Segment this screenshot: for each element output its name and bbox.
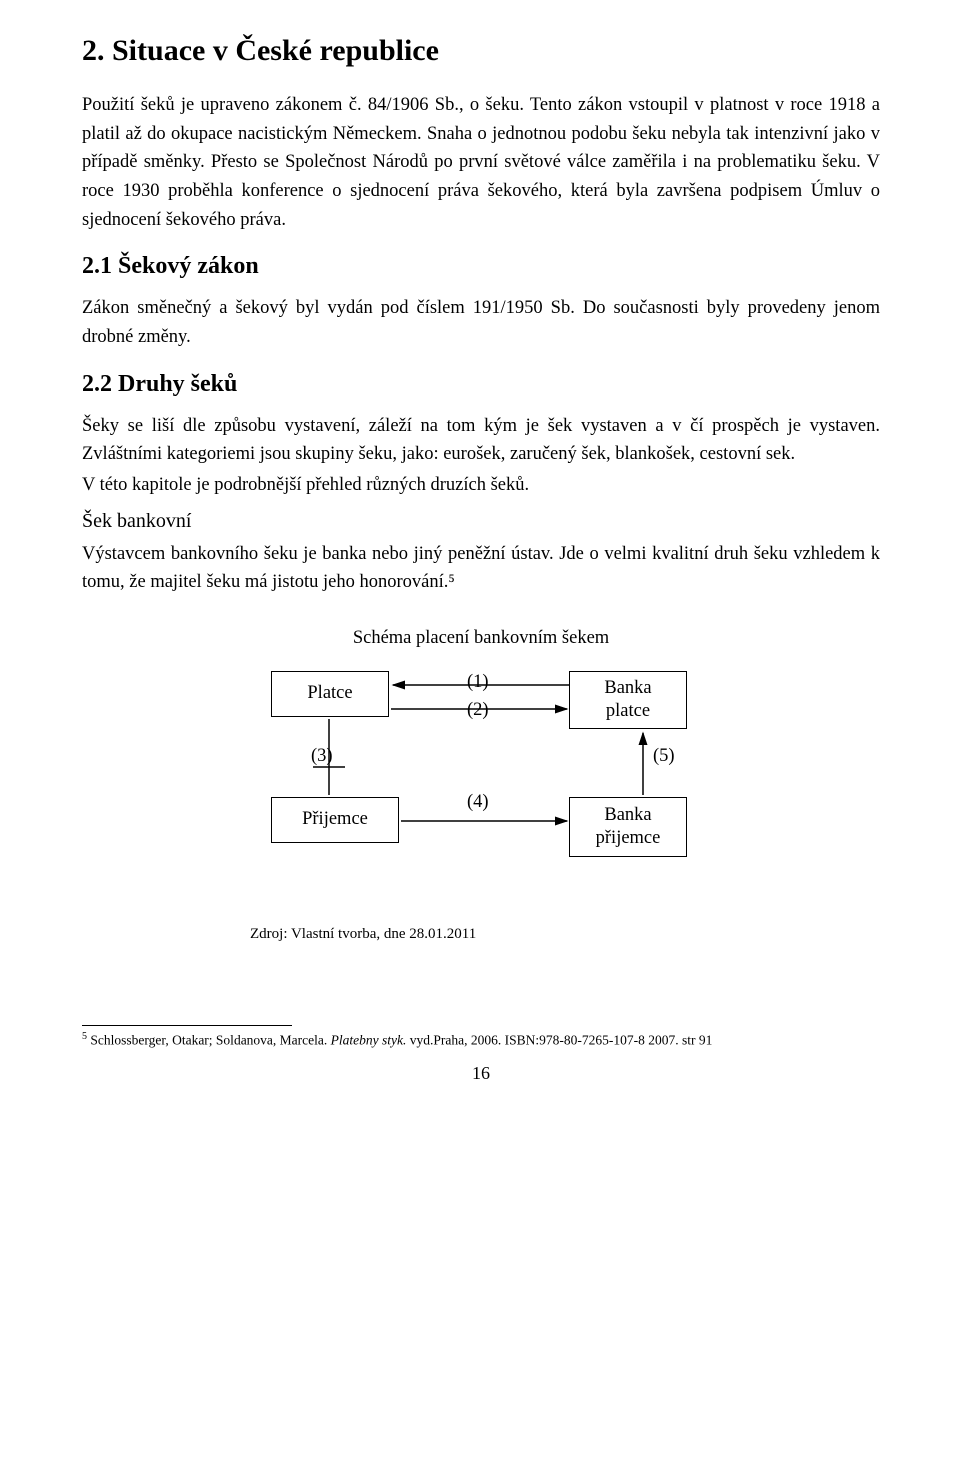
subsection-2-2-para-2: V této kapitole je podrobnější přehled r…: [82, 471, 880, 500]
subsection-2-2-title: 2.2 Druhy šeků: [82, 366, 880, 402]
subsection-2-1-para: Zákon směnečný a šekový byl vydán pod čí…: [82, 294, 880, 351]
section-title: 2. Situace v České republice: [82, 28, 880, 73]
subsection-2-1-title: 2.1 Šekový zákon: [82, 248, 880, 284]
page-number: 16: [82, 1060, 880, 1087]
diagram-arrows: [251, 671, 711, 901]
footnote-text-pre: Schlossberger, Otakar; Soldanova, Marcel…: [87, 1033, 331, 1048]
section-para-1: Použití šeků je upraveno zákonem č. 84/1…: [82, 91, 880, 234]
subsection-2-2-para-3: Výstavcem bankovního šeku je banka nebo …: [82, 540, 880, 597]
footnote-5: 5 Schlossberger, Otakar; Soldanova, Marc…: [82, 1030, 880, 1050]
subsection-2-2-para-1: Šeky se liší dle způsobu vystavení, zále…: [82, 412, 880, 469]
diagram-wrapper: Platce Banka platce Přijemce Banka přije…: [82, 671, 880, 901]
bank-check-heading: Šek bankovní: [82, 506, 880, 536]
footnote-rule: [82, 1025, 292, 1026]
diagram-caption: Schéma placení bankovním šekem: [82, 625, 880, 653]
footnote-text-post: vyd.Praha, 2006. ISBN:978-80-7265-107-8 …: [406, 1033, 712, 1048]
diagram-source: Zdroj: Vlastní tvorba, dne 28.01.2011: [250, 923, 880, 946]
payment-diagram: Platce Banka platce Přijemce Banka přije…: [251, 671, 711, 901]
footnote-italic: Platebny styk.: [331, 1033, 407, 1048]
